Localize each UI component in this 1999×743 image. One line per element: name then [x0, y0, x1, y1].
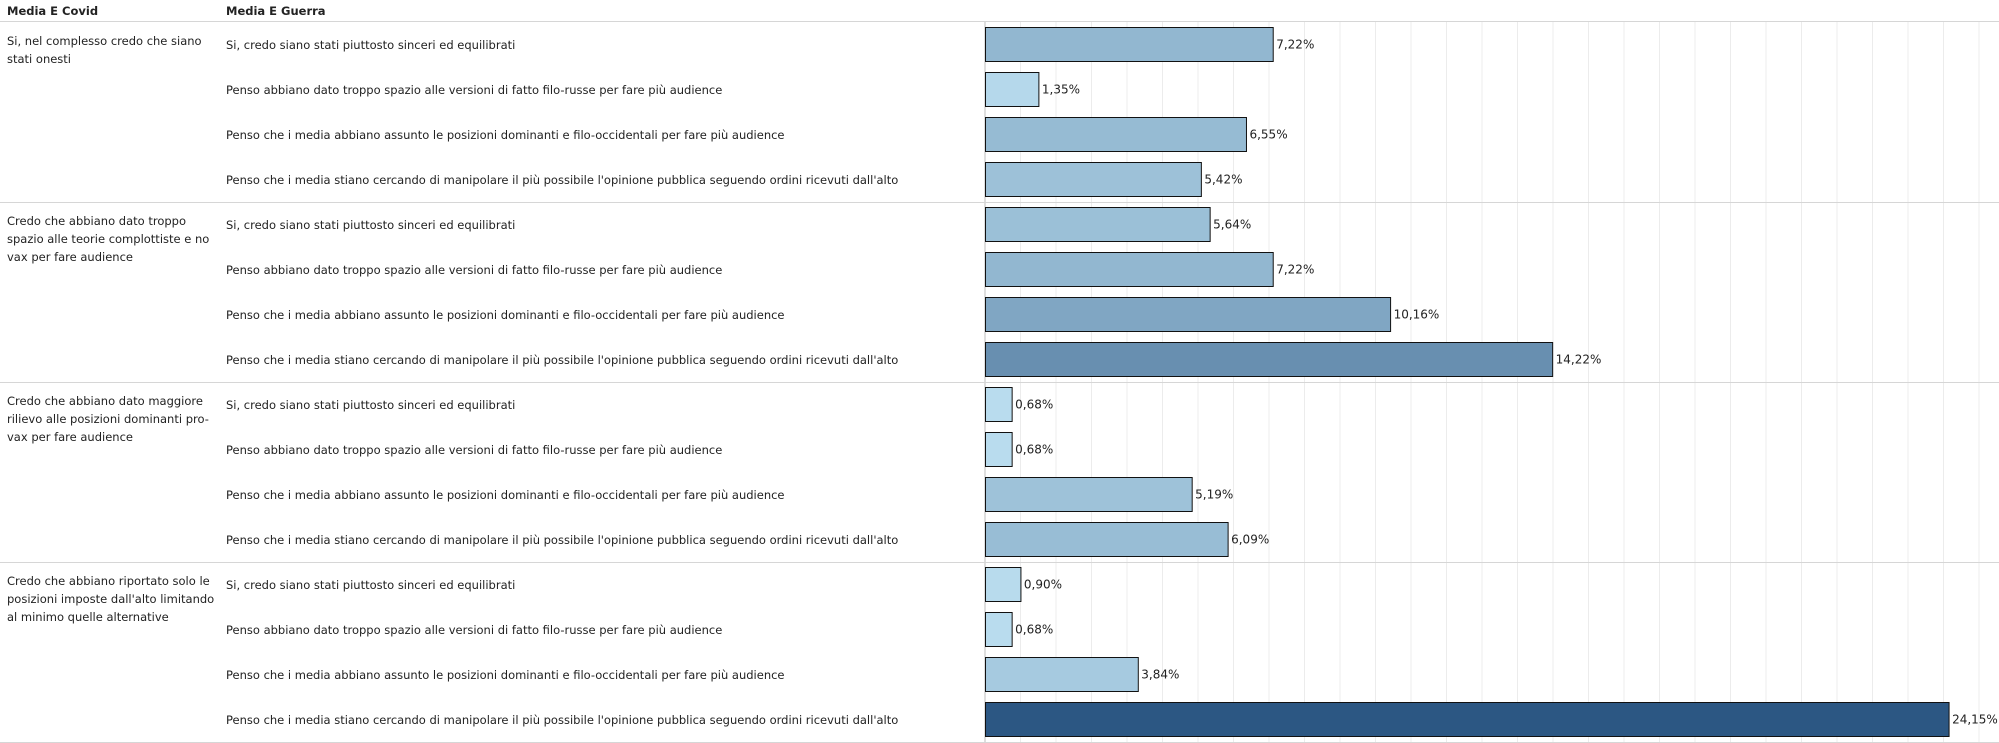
data-label: 5,64% — [1213, 218, 1251, 232]
bar — [985, 207, 1211, 242]
group-label: Credo che abbiano dato troppo spazio all… — [7, 214, 210, 264]
data-label: 5,42% — [1204, 173, 1242, 187]
group-label: Credo che abbiano riportato solo le posi… — [7, 574, 215, 624]
data-label: 6,09% — [1231, 533, 1269, 547]
data-label: 0,90% — [1024, 578, 1062, 592]
group-separator — [0, 562, 1999, 563]
category-label: Penso che i media abbiano assunto le pos… — [226, 127, 785, 142]
bar — [985, 522, 1229, 557]
bar — [985, 162, 1202, 197]
group-label: Si, nel complesso credo che siano stati … — [7, 34, 202, 66]
bar — [985, 567, 1022, 602]
category-label: Si, credo siano stati piuttosto sinceri … — [226, 217, 516, 232]
group-separator — [0, 202, 1999, 203]
bar — [985, 387, 1013, 422]
group-label: Credo che abbiano dato maggiore rilievo … — [7, 394, 209, 444]
header-separator — [0, 21, 1999, 22]
category-label: Si, credo siano stati piuttosto sinceri … — [226, 577, 516, 592]
bar — [985, 297, 1392, 332]
bar — [985, 342, 1554, 377]
category-label: Penso abbiano dato troppo spazio alle ve… — [226, 622, 723, 637]
bar — [985, 117, 1247, 152]
column-header-media-covid: Media E Covid — [7, 4, 99, 18]
bar — [985, 432, 1013, 467]
bar — [985, 657, 1139, 692]
data-label: 3,84% — [1141, 668, 1179, 682]
data-label: 1,35% — [1042, 83, 1080, 97]
group-separator — [0, 382, 1999, 383]
data-label: 7,22% — [1276, 263, 1314, 277]
category-label: Penso abbiano dato troppo spazio alle ve… — [226, 82, 723, 97]
bar — [985, 72, 1040, 107]
data-label: 14,22% — [1556, 353, 1602, 367]
data-label: 6,55% — [1249, 128, 1287, 142]
data-label: 5,19% — [1195, 488, 1233, 502]
data-label: 0,68% — [1015, 398, 1053, 412]
bar — [985, 477, 1193, 512]
data-label: 0,68% — [1015, 623, 1053, 637]
category-label: Penso abbiano dato troppo spazio alle ve… — [226, 262, 723, 277]
bar — [985, 702, 1950, 737]
data-label: 7,22% — [1276, 38, 1314, 52]
category-label: Si, credo siano stati piuttosto sinceri … — [226, 397, 516, 412]
data-label: 24,15% — [1952, 713, 1998, 727]
column-header-media-guerra: Media E Guerra — [226, 4, 326, 18]
category-label: Penso che i media stiano cercando di man… — [226, 712, 899, 727]
category-label: Penso che i media stiano cercando di man… — [226, 172, 899, 187]
data-label: 0,68% — [1015, 443, 1053, 457]
category-label: Penso che i media abbiano assunto le pos… — [226, 487, 785, 502]
bar — [985, 27, 1274, 62]
category-label: Penso che i media abbiano assunto le pos… — [226, 307, 785, 322]
category-label: Penso che i media stiano cercando di man… — [226, 352, 899, 367]
bar — [985, 252, 1274, 287]
category-label: Penso che i media abbiano assunto le pos… — [226, 667, 785, 682]
category-label: Penso che i media stiano cercando di man… — [226, 532, 899, 547]
category-label: Si, credo siano stati piuttosto sinceri … — [226, 37, 516, 52]
data-label: 10,16% — [1394, 308, 1440, 322]
bar — [985, 612, 1013, 647]
category-label: Penso abbiano dato troppo spazio alle ve… — [226, 442, 723, 457]
